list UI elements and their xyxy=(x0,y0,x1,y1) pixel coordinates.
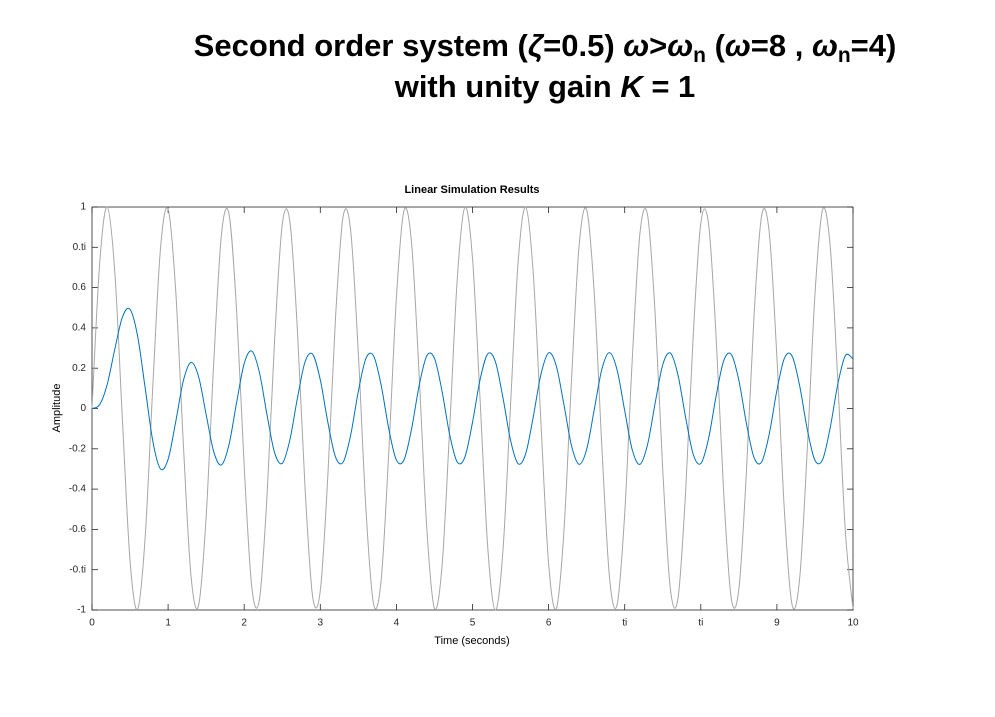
plot-frame xyxy=(91,206,854,611)
x-tick-label: 10 xyxy=(847,618,859,629)
y-axis-label: Amplitude xyxy=(51,384,63,433)
heading-line-2: with unity gain K = 1 xyxy=(394,69,696,104)
x-tick-label: 1 xyxy=(165,618,171,629)
y-tick-label: 0.4 xyxy=(72,323,86,334)
heading-line-1: Second order system (ζ=0.5) ω>ωn (ω=8 , … xyxy=(194,28,897,66)
x-tick-label: 6 xyxy=(546,618,552,629)
series-line xyxy=(91,307,854,471)
y-tick-label: -1 xyxy=(77,605,86,616)
y-tick-label: 0.6 xyxy=(72,282,86,293)
x-tick-label: ti xyxy=(622,618,627,629)
x-tick-label: 4 xyxy=(394,618,400,629)
x-tick-label: 2 xyxy=(241,618,247,629)
x-axis-label: Time (seconds) xyxy=(434,635,509,647)
y-tick-label: 0 xyxy=(80,403,86,414)
x-tick-label: 5 xyxy=(470,618,476,629)
y-tick-label: -0.ti xyxy=(69,564,86,575)
y-tick-label: 1 xyxy=(80,202,86,213)
chart-title: Linear Simulation Results xyxy=(404,184,539,196)
y-tick-label: 0.ti xyxy=(73,242,86,253)
series-line xyxy=(91,206,854,611)
y-tick-label: 0.2 xyxy=(72,363,86,374)
y-tick-label: -0.4 xyxy=(69,484,87,495)
x-tick-label: ti xyxy=(698,618,703,629)
y-tick-label: -0.2 xyxy=(69,443,87,454)
x-tick-label: 9 xyxy=(774,618,780,629)
y-tick-label: -0.6 xyxy=(69,524,87,535)
x-tick-label: 3 xyxy=(318,618,324,629)
x-tick-label: 0 xyxy=(89,618,95,629)
